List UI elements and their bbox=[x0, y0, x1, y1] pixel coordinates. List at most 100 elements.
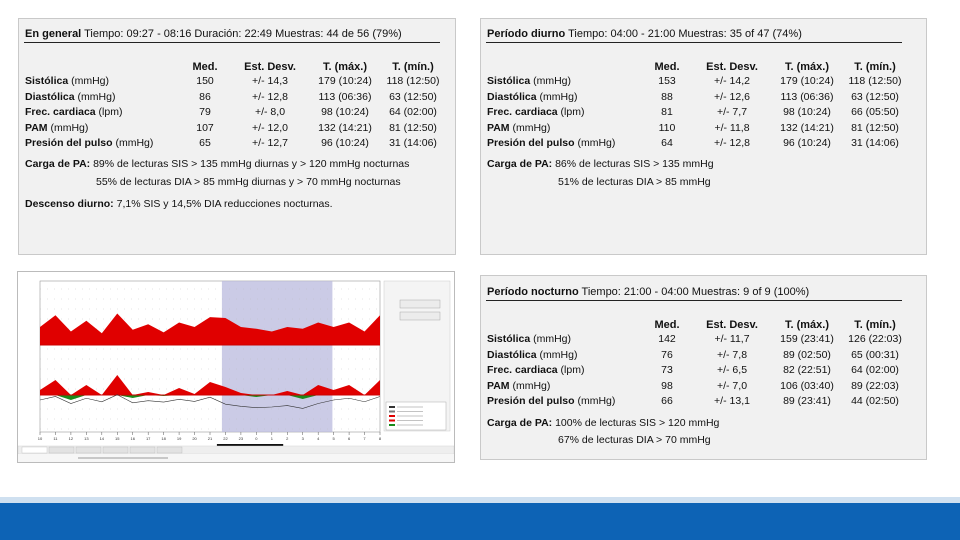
general-table-row: PAM (mmHg) 107 +/- 12,0 132 (14:21) 81 (12:5… bbox=[25, 122, 445, 136]
nocturno-row-name: Diastólica bbox=[487, 348, 537, 361]
diurno-row-name: PAM bbox=[487, 121, 510, 134]
nocturno-carga-2: 67% de lecturas DIA > 70 mmHg bbox=[558, 434, 711, 446]
general-carga-line-1: Carga de PA: 89% de lecturas SIS > 135 m… bbox=[25, 158, 409, 170]
diurno-cell-max: 179 (10:24) bbox=[780, 75, 834, 87]
nocturno-row-label: Frec. cardiaca (lpm) bbox=[487, 364, 584, 376]
sleep-period-bar bbox=[216, 444, 284, 446]
general-cell-min: 118 (12:50) bbox=[386, 75, 440, 87]
nocturno-cell-med: 98 bbox=[661, 379, 673, 392]
x-tick-label: 12 bbox=[69, 436, 74, 441]
general-col-header: Med. bbox=[192, 61, 218, 73]
general-row-name: Diastólica bbox=[25, 90, 75, 103]
nocturno-row-name: Presión del pulso bbox=[487, 395, 575, 407]
footer-bar bbox=[0, 503, 960, 540]
nocturno-col-header: Med. bbox=[654, 319, 680, 331]
x-tick-label: 21 bbox=[208, 436, 213, 441]
diurno-row-name: Frec. cardiaca bbox=[487, 106, 558, 118]
general-descenso: 7,1% SIS y 14,5% DIA reducciones nocturn… bbox=[116, 198, 333, 210]
legend-swatch bbox=[389, 410, 395, 413]
footer-accent-strip bbox=[0, 497, 960, 503]
general-row-unit: (mmHg) bbox=[112, 137, 154, 149]
nocturno-row-unit: (mmHg) bbox=[574, 395, 616, 407]
nocturno-cell-min: 89 (22:03) bbox=[851, 379, 899, 392]
x-tick-label: 5 bbox=[333, 436, 336, 441]
diurno-carga-2: 51% de lecturas DIA > 85 mmHg bbox=[558, 176, 711, 188]
x-tick-label: 22 bbox=[223, 436, 228, 441]
diurno-header-rule bbox=[486, 42, 902, 43]
nocturno-col-header: Est. Desv. bbox=[706, 319, 758, 331]
general-col-header: T. (máx.) bbox=[322, 61, 367, 73]
x-tick-label: 20 bbox=[192, 436, 197, 441]
diurno-col-header: T. (máx.) bbox=[784, 61, 829, 73]
diurno-cell-min: 63 (12:50) bbox=[851, 90, 899, 103]
side-button-1 bbox=[399, 299, 441, 309]
nocturno-cell-max: 82 (22:51) bbox=[783, 364, 831, 376]
bottom-tab bbox=[21, 446, 48, 454]
diurno-cell-min: 81 (12:50) bbox=[851, 121, 899, 134]
diurno-row-label: Frec. cardiaca (lpm) bbox=[487, 106, 584, 118]
diurno-table-row: Sistólica (mmHg) 153 +/- 14,2 179 (10:24) 11… bbox=[487, 75, 907, 89]
status-strip bbox=[18, 454, 454, 462]
bottom-tab bbox=[129, 446, 156, 454]
general-cell-sd: +/- 8,0 bbox=[254, 106, 286, 118]
diurno-cell-max: 132 (14:21) bbox=[780, 121, 834, 134]
general-descenso-line: Descenso diurno: 7,1% SIS y 14,5% DIA re… bbox=[25, 198, 333, 210]
nocturno-cell-max: 89 (23:41) bbox=[783, 395, 831, 407]
general-row-label: Frec. cardiaca (lpm) bbox=[25, 106, 122, 118]
general-cell-med: 79 bbox=[199, 106, 211, 118]
diurno-cell-med: 81 bbox=[661, 106, 673, 118]
diurno-carga-label: Carga de PA: bbox=[487, 158, 553, 170]
general-cell-med: 107 bbox=[196, 121, 214, 134]
diurno-carga-line-2: 51% de lecturas DIA > 85 mmHg bbox=[558, 176, 711, 188]
nocturno-cell-sd: +/- 11,7 bbox=[714, 333, 750, 345]
general-cell-min: 64 (02:00) bbox=[389, 106, 437, 118]
nocturno-row-unit: (mmHg) bbox=[530, 333, 572, 345]
diurno-cell-med: 88 bbox=[661, 90, 673, 103]
diurno-col-header: T. (mín.) bbox=[854, 61, 896, 73]
x-tick-label: 4 bbox=[317, 436, 320, 441]
nocturno-row-label: Sistólica (mmHg) bbox=[487, 333, 571, 345]
diurno-row-label: Diastólica (mmHg) bbox=[487, 91, 577, 103]
nocturno-cell-min: 64 (02:00) bbox=[851, 364, 899, 376]
diurno-row-unit: (lpm) bbox=[557, 106, 585, 118]
nocturno-header: Período nocturno Tiempo: 21:00 - 04:00 M… bbox=[487, 286, 809, 298]
legend-swatch bbox=[389, 424, 395, 426]
x-tick-label: 14 bbox=[100, 436, 105, 441]
general-descenso-label: Descenso diurno: bbox=[25, 198, 114, 210]
diurno-cell-med: 153 bbox=[658, 75, 676, 87]
diurno-info: Tiempo: 04:00 - 21:00 Muestras: 35 of 47… bbox=[568, 28, 802, 40]
diurno-carga-1: 86% de lecturas SIS > 135 mmHg bbox=[555, 158, 714, 170]
diurno-row-unit: (mmHg) bbox=[574, 137, 616, 149]
x-tick-label: 19 bbox=[177, 436, 182, 441]
diurno-col-header: Med. bbox=[654, 61, 680, 73]
x-tick-label: 2 bbox=[286, 436, 289, 441]
x-tick-label: 6 bbox=[348, 436, 351, 441]
nocturno-summary-panel: Período nocturno Tiempo: 21:00 - 04:00 M… bbox=[480, 275, 927, 460]
nocturno-table-row: Frec. cardiaca (lpm) 73 +/- 6,5 82 (22:51) 6… bbox=[487, 364, 907, 378]
diurno-cell-min: 118 (12:50) bbox=[848, 75, 902, 87]
diurno-cell-sd: +/- 7,7 bbox=[716, 106, 748, 118]
diurno-row-name: Sistólica bbox=[487, 75, 531, 87]
general-cell-max: 96 (10:24) bbox=[321, 137, 369, 149]
nocturno-title: Período nocturno bbox=[487, 286, 579, 298]
general-summary-panel: En general Tiempo: 09:27 - 08:16 Duració… bbox=[18, 18, 456, 255]
general-carga-label: Carga de PA: bbox=[25, 158, 91, 170]
general-row-label: Diastólica (mmHg) bbox=[25, 91, 115, 103]
x-tick-label: 1 bbox=[271, 436, 274, 441]
nocturno-cell-med: 73 bbox=[661, 364, 673, 376]
nocturno-cell-med: 66 bbox=[661, 395, 673, 407]
nocturno-cell-med: 76 bbox=[661, 348, 673, 361]
nocturno-carga-1: 100% de lecturas SIS > 120 mmHg bbox=[555, 417, 720, 429]
diurno-col-header: Est. Desv. bbox=[706, 61, 758, 73]
general-cell-max: 179 (10:24) bbox=[318, 75, 372, 87]
diurno-cell-max: 113 (06:36) bbox=[780, 90, 834, 103]
abpm-chart-svg: 10 11 12 13 14 15 16 17 18 19 20 21 22 23 0 1 2 3 4 5 6 7 8 bbox=[17, 272, 455, 462]
nocturno-stats-table: Med. Est. Desv. T. (máx.) T. (mín.) Sistólic… bbox=[487, 319, 907, 414]
diurno-row-label: Sistólica (mmHg) bbox=[487, 75, 571, 87]
diurno-row-label: PAM (mmHg) bbox=[487, 122, 550, 134]
diurno-title: Período diurno bbox=[487, 28, 566, 40]
general-cell-min: 31 (14:06) bbox=[389, 137, 437, 149]
nocturno-row-label: PAM (mmHg) bbox=[487, 380, 550, 392]
nocturno-col-header: T. (máx.) bbox=[784, 319, 829, 331]
nocturno-table-row: Diastólica (mmHg) 76 +/- 7,8 89 (02:50) 65 (… bbox=[487, 349, 907, 363]
